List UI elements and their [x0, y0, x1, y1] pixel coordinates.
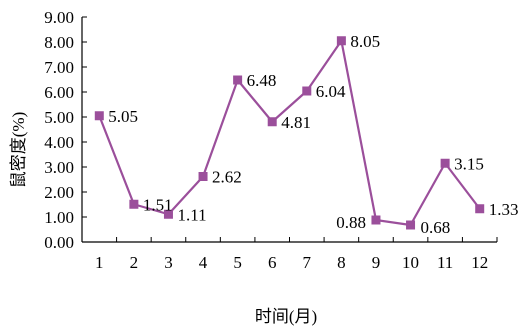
x-tick-labels: 1 2 3 4 5 6 7 8 9 10 11 12: [95, 253, 488, 272]
x-tick-label: 1: [95, 253, 104, 272]
x-axis-title: 时间(月): [255, 307, 317, 326]
series-group: [94, 36, 485, 230]
data-labels: 5.05 1.511.11 2.62 6.48 4.81 6.04 8.05 0.88 0.68…: [108, 32, 518, 237]
data-label: 4.81: [281, 113, 311, 132]
y-tick-label: 8.00: [44, 33, 74, 52]
x-tick-label: 5: [233, 253, 242, 272]
data-point-marker: [440, 158, 450, 168]
data-label: 8.05: [350, 32, 380, 51]
y-tick-label: 5.00: [44, 108, 74, 127]
series-line: [98, 39, 481, 227]
data-label: 0.88: [336, 213, 366, 232]
y-tick-label: 6.00: [44, 83, 74, 102]
y-tick-label: 2.00: [44, 183, 74, 202]
x-tick-label: 12: [471, 253, 488, 272]
data-label: 0.68: [421, 218, 451, 237]
data-point-marker: [302, 86, 312, 96]
y-tick-label: 3.00: [44, 158, 74, 177]
data-point-marker: [406, 220, 416, 230]
x-tick-label: 9: [372, 253, 381, 272]
data-label: 2.62: [212, 168, 242, 187]
data-point-marker: [129, 199, 139, 209]
y-tick-label: 7.00: [44, 58, 74, 77]
y-tick-label: 9.00: [44, 8, 74, 27]
data-label: 6.48: [247, 71, 277, 90]
x-tick-label: 11: [437, 253, 453, 272]
x-tick-label: 3: [164, 253, 173, 272]
data-point-marker: [371, 215, 381, 225]
x-tick-label: 7: [303, 253, 312, 272]
x-tick-label: 2: [130, 253, 139, 272]
y-tick-label: 4.00: [44, 133, 74, 152]
data-label: 1.33: [489, 200, 519, 219]
data-label: 3.15: [454, 154, 484, 173]
data-point-marker: [198, 172, 208, 181]
data-label: 1.11: [177, 205, 206, 224]
data-label: 5.05: [108, 107, 138, 126]
data-point-marker: [336, 36, 346, 46]
data-point-marker: [475, 204, 485, 214]
data-point-marker: [233, 75, 243, 85]
y-axis-title: 鼠密度(%): [9, 112, 28, 188]
x-tick-label: 10: [402, 253, 419, 272]
x-tick-label: 4: [199, 253, 208, 272]
data-label: 1.51: [143, 195, 173, 214]
axes: [81, 16, 498, 243]
y-tick-label: 1.00: [44, 208, 74, 227]
y-tick-labels: 0.00 1.00 2.00 3.00 4.00 5.00 6.00 7.00 8.00 9.00: [44, 8, 74, 252]
y-tick-label: 0.00: [44, 233, 74, 252]
data-point-marker: [267, 117, 277, 127]
data-point-marker: [163, 209, 173, 219]
x-tick-label: 6: [268, 253, 277, 272]
data-label: 6.04: [316, 82, 346, 101]
x-tick-label: 8: [337, 253, 346, 272]
data-point-marker: [94, 111, 104, 121]
